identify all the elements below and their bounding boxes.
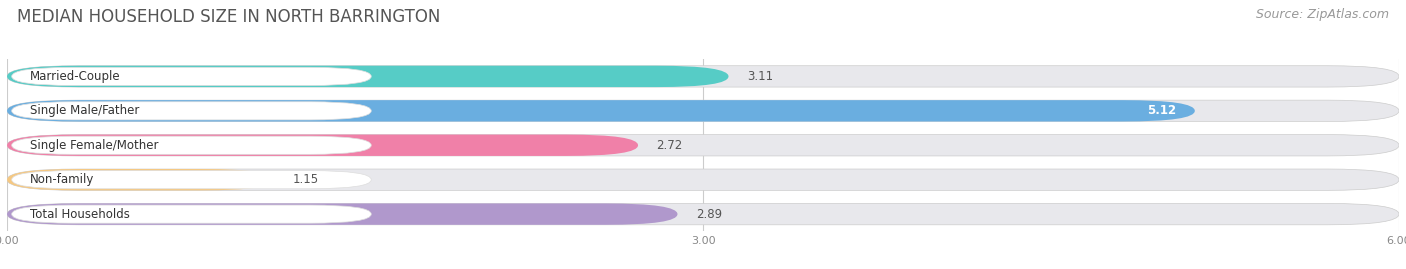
FancyBboxPatch shape: [7, 203, 1399, 225]
FancyBboxPatch shape: [11, 67, 371, 86]
Text: Married-Couple: Married-Couple: [31, 70, 121, 83]
FancyBboxPatch shape: [11, 136, 371, 154]
FancyBboxPatch shape: [11, 171, 371, 189]
Text: Single Male/Father: Single Male/Father: [31, 104, 139, 117]
FancyBboxPatch shape: [7, 66, 1399, 87]
Text: Source: ZipAtlas.com: Source: ZipAtlas.com: [1256, 8, 1389, 21]
Text: 5.12: 5.12: [1147, 104, 1177, 117]
FancyBboxPatch shape: [11, 102, 371, 120]
FancyBboxPatch shape: [7, 66, 728, 87]
Text: 2.89: 2.89: [696, 208, 723, 221]
FancyBboxPatch shape: [7, 169, 274, 190]
Text: Single Female/Mother: Single Female/Mother: [31, 139, 159, 152]
FancyBboxPatch shape: [11, 205, 371, 223]
FancyBboxPatch shape: [7, 169, 1399, 190]
Text: Non-family: Non-family: [31, 173, 94, 186]
Text: MEDIAN HOUSEHOLD SIZE IN NORTH BARRINGTON: MEDIAN HOUSEHOLD SIZE IN NORTH BARRINGTO…: [17, 8, 440, 26]
Text: 3.11: 3.11: [747, 70, 773, 83]
FancyBboxPatch shape: [7, 100, 1195, 122]
Text: 1.15: 1.15: [292, 173, 319, 186]
FancyBboxPatch shape: [7, 203, 678, 225]
Text: 2.72: 2.72: [657, 139, 683, 152]
FancyBboxPatch shape: [7, 100, 1399, 122]
FancyBboxPatch shape: [7, 134, 1399, 156]
FancyBboxPatch shape: [7, 134, 638, 156]
Text: Total Households: Total Households: [31, 208, 131, 221]
